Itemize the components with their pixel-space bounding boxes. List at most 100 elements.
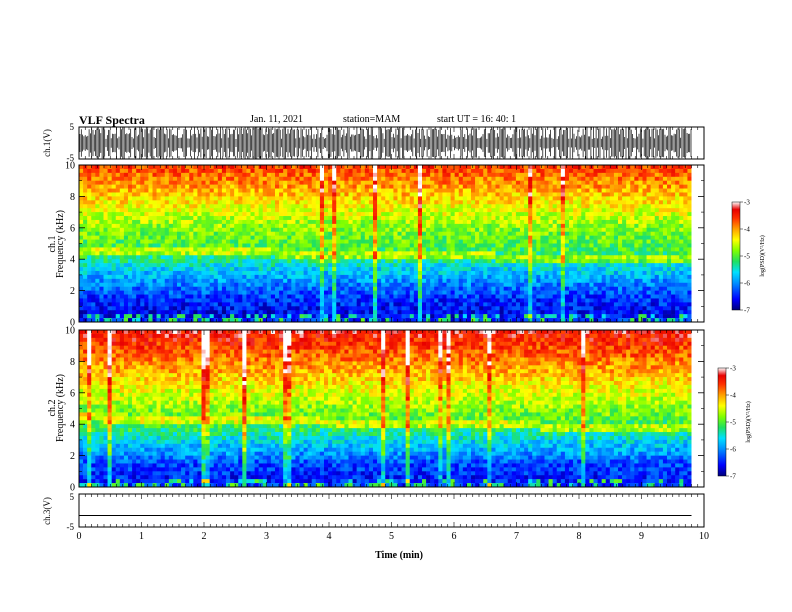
spectrogram-cell bbox=[401, 216, 406, 221]
spectrogram-cell bbox=[442, 192, 447, 197]
spectrogram-cell bbox=[303, 235, 308, 240]
spectrogram-cell bbox=[205, 282, 210, 287]
spectrogram-cell bbox=[540, 318, 545, 323]
spectrogram-cell bbox=[536, 223, 541, 229]
spectrogram-cell bbox=[128, 235, 133, 240]
spectrogram-cell bbox=[226, 255, 231, 260]
spectrogram-cell bbox=[368, 235, 374, 240]
spectrogram-cell bbox=[99, 290, 104, 295]
spectrogram-cell bbox=[87, 180, 92, 185]
spectrogram-cell bbox=[422, 239, 427, 244]
spectrogram-cell bbox=[156, 306, 161, 311]
spectrogram-cell bbox=[520, 318, 525, 323]
spectrogram-cell bbox=[503, 231, 509, 236]
spectrogram-cell bbox=[262, 251, 268, 256]
spectrogram-cell bbox=[540, 168, 545, 174]
spectrogram-cell bbox=[193, 188, 198, 193]
spectrogram-cell bbox=[491, 270, 496, 276]
spectrogram-cell bbox=[140, 212, 145, 217]
spectrogram-cell bbox=[164, 267, 170, 272]
spectrogram-cell bbox=[242, 208, 247, 213]
spectrogram-cell bbox=[303, 200, 308, 205]
spectrogram-cell bbox=[262, 259, 268, 264]
spectrogram-cell bbox=[164, 255, 170, 260]
spectrogram-cell bbox=[405, 259, 411, 264]
spectrogram-cell bbox=[87, 204, 92, 209]
spectrogram-cell bbox=[430, 255, 435, 260]
spectrogram-cell bbox=[79, 306, 84, 311]
spectrogram-cell bbox=[283, 251, 288, 256]
spectrogram-cell bbox=[503, 318, 509, 323]
spectrogram-cell bbox=[95, 282, 100, 287]
spectrogram-cell bbox=[479, 267, 484, 272]
spectrogram-cell bbox=[242, 219, 247, 225]
spectrogram-cell bbox=[401, 286, 406, 291]
spectrogram-cell bbox=[79, 318, 84, 323]
spectrogram-cell bbox=[242, 251, 247, 256]
spectrogram-cell bbox=[524, 310, 529, 315]
spectrogram-cell bbox=[193, 204, 198, 209]
spectrogram-cell bbox=[401, 290, 406, 295]
spectrogram-cell bbox=[119, 231, 125, 236]
spectrogram-cell bbox=[152, 243, 157, 248]
spectrogram-cell bbox=[328, 274, 333, 280]
spectrogram-cell bbox=[319, 247, 325, 252]
spectrogram-cell bbox=[156, 180, 161, 185]
spectrogram-cell bbox=[303, 223, 308, 229]
spectrogram-cell bbox=[556, 200, 562, 205]
spectrogram-cell bbox=[422, 200, 427, 205]
spectrogram-cell bbox=[197, 306, 202, 311]
spectrogram-cell bbox=[385, 208, 390, 213]
spectrogram-cell bbox=[409, 302, 415, 307]
spectrogram-cell bbox=[442, 216, 447, 221]
spectrogram-cell bbox=[107, 165, 112, 170]
spectrogram-cell bbox=[417, 243, 423, 248]
spectrogram-cell bbox=[507, 219, 513, 225]
spectrogram-cell bbox=[430, 247, 435, 252]
spectrogram-cell bbox=[262, 263, 268, 268]
spectrogram-cell bbox=[458, 192, 464, 197]
spectrogram-cell bbox=[238, 192, 243, 197]
spectrogram-cell bbox=[360, 219, 366, 225]
spectrogram-cell bbox=[560, 212, 566, 217]
spectrogram-cell bbox=[336, 204, 341, 209]
spectrogram-cell bbox=[548, 192, 553, 197]
spectrogram-cell bbox=[238, 165, 243, 170]
spectrogram-cell bbox=[393, 176, 398, 181]
spectrogram-cell bbox=[79, 188, 84, 193]
spectrogram-cell bbox=[217, 172, 223, 178]
spectrogram-cell bbox=[295, 290, 300, 295]
spectrogram-cell bbox=[152, 274, 157, 280]
spectrogram-cell bbox=[536, 251, 541, 256]
spectrogram-cell bbox=[373, 216, 378, 221]
spectrogram-cell bbox=[381, 310, 386, 315]
spectrogram-cell bbox=[132, 274, 137, 280]
spectrogram-cell bbox=[446, 165, 451, 170]
spectrogram-cell bbox=[336, 247, 341, 252]
spectrogram-cell bbox=[344, 196, 349, 201]
spectrogram-cell bbox=[413, 188, 419, 193]
spectrogram-cell bbox=[336, 227, 341, 233]
spectrogram-cell bbox=[556, 259, 562, 264]
spectrogram-cell bbox=[193, 263, 198, 268]
spectrogram-cell bbox=[115, 318, 121, 323]
spectrogram-cell bbox=[332, 302, 337, 307]
spectrogram-cell bbox=[213, 239, 219, 244]
spectrogram-cell bbox=[360, 255, 366, 260]
spectrogram-cell bbox=[119, 247, 125, 252]
spectrogram-cell bbox=[446, 227, 451, 233]
spectrogram-cell bbox=[266, 208, 272, 213]
spectrogram-cell bbox=[201, 227, 206, 233]
spectrogram-cell bbox=[328, 216, 333, 221]
spectrogram-cell bbox=[319, 318, 325, 323]
spectrogram-cell bbox=[352, 270, 357, 276]
spectrogram-cell bbox=[356, 219, 362, 225]
spectrogram-cell bbox=[466, 247, 472, 252]
spectrogram-cell bbox=[511, 282, 517, 287]
spectrogram-cell bbox=[438, 247, 443, 252]
spectrogram-cell bbox=[434, 318, 439, 323]
spectrogram-cell bbox=[373, 259, 378, 264]
spectrogram-cell bbox=[483, 286, 488, 291]
spectrogram-cell bbox=[491, 255, 496, 260]
spectrogram-cell bbox=[450, 267, 455, 272]
